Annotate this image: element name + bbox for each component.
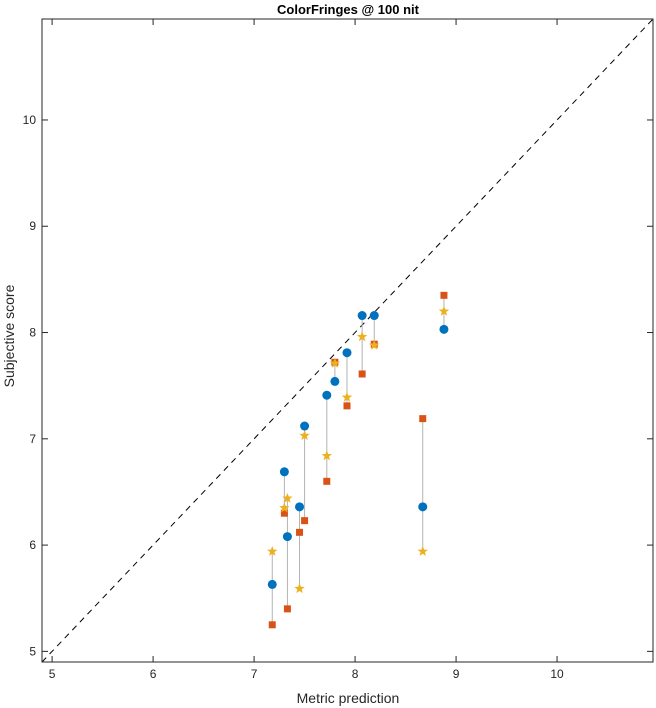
circle-marker — [330, 376, 340, 386]
star-marker — [329, 357, 341, 368]
square-marker — [419, 415, 427, 423]
x-tick-label: 10 — [550, 667, 564, 681]
square-marker — [296, 528, 304, 536]
square-marker — [280, 509, 288, 517]
star-marker — [267, 545, 278, 556]
chart-title: ColorFringes @ 100 nit — [277, 2, 420, 17]
star-marker — [321, 450, 333, 461]
y-tick-label: 10 — [23, 113, 37, 127]
y-tick-label: 7 — [29, 432, 36, 446]
y-tick-label: 9 — [29, 219, 36, 233]
identity-line — [41, 18, 654, 663]
circle-marker — [342, 348, 352, 358]
x-tick-label: 6 — [150, 667, 157, 681]
star-marker — [356, 331, 368, 342]
x-tick-label: 8 — [352, 667, 359, 681]
star-marker — [279, 502, 290, 513]
star-marker — [369, 339, 380, 350]
square-marker — [440, 291, 448, 299]
circle-marker — [300, 421, 310, 431]
y-tick-label: 8 — [29, 326, 36, 340]
star-marker — [282, 492, 293, 503]
star-marker — [438, 305, 450, 316]
square-marker — [301, 517, 309, 525]
square-marker — [268, 621, 276, 629]
star-marker — [299, 430, 310, 441]
star-marker — [417, 545, 428, 556]
y-tick-label: 5 — [29, 644, 36, 658]
circle-marker — [439, 324, 449, 334]
circle-marker — [267, 579, 277, 589]
circle-marker — [279, 467, 289, 477]
circle-marker — [369, 311, 379, 321]
axes-box — [41, 18, 654, 663]
x-tick-label: 9 — [453, 667, 460, 681]
square-marker — [358, 370, 366, 378]
plot-area: 5 6 7 8 9 10 5 6 7 8 9 10 — [23, 18, 654, 681]
x-tick-label: 7 — [251, 667, 258, 681]
y-tick-label: 6 — [29, 538, 36, 552]
square-marker — [283, 605, 291, 613]
x-axis-label: Metric prediction — [297, 690, 400, 706]
circle-marker — [282, 532, 292, 542]
circle-marker — [295, 502, 305, 512]
star-marker — [341, 391, 353, 402]
square-marker — [323, 477, 331, 485]
circle-marker — [418, 502, 428, 512]
x-tick-label: 5 — [49, 667, 56, 681]
circle-marker — [322, 390, 332, 400]
y-axis-label: Subjective score — [1, 284, 17, 387]
star-marker — [294, 583, 305, 594]
square-marker — [343, 402, 351, 410]
circle-marker — [357, 311, 367, 321]
